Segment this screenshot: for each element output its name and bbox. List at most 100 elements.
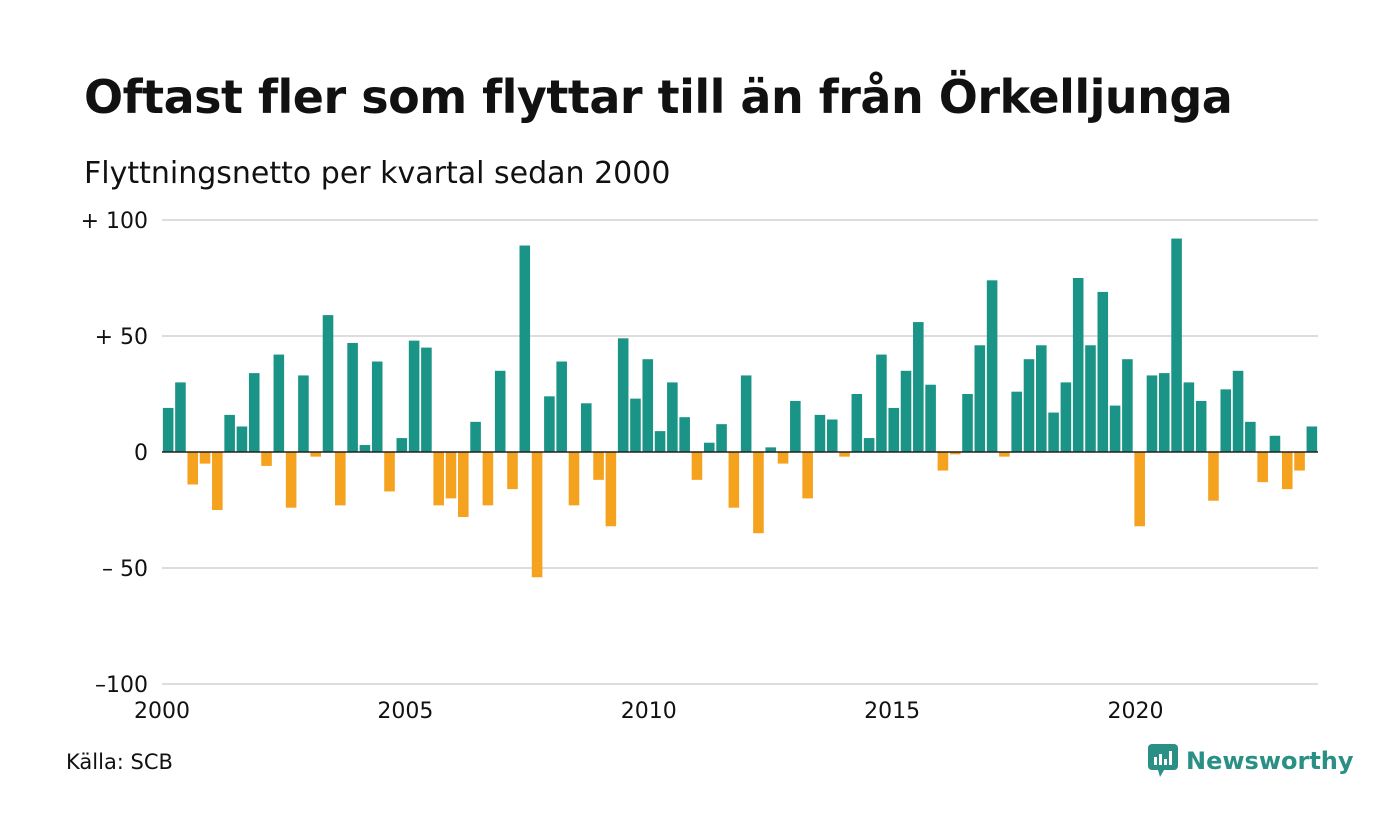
bar <box>826 419 838 452</box>
bar <box>1134 452 1145 527</box>
bar <box>851 394 863 452</box>
bar <box>937 452 949 471</box>
bar <box>986 280 998 452</box>
y-axis-labels: + 100 + 50 0 – 50 –100 <box>81 209 148 698</box>
bar <box>212 452 223 510</box>
bar <box>470 421 481 452</box>
chart-title: Oftast fler som flyttar till än från Örk… <box>84 70 1233 124</box>
source-label: Källa: SCB <box>66 750 173 774</box>
bar <box>814 414 826 452</box>
bar <box>1306 426 1318 452</box>
bar <box>974 345 986 452</box>
bar <box>162 407 174 452</box>
bar <box>1220 389 1232 452</box>
bar <box>654 431 666 452</box>
bar <box>1109 405 1121 452</box>
bars <box>162 238 1318 578</box>
bar <box>261 452 272 466</box>
bar <box>556 361 567 452</box>
bar <box>175 382 186 452</box>
bar <box>703 442 715 452</box>
bar <box>458 452 469 517</box>
bar <box>913 322 924 452</box>
bar <box>322 315 334 452</box>
brand-logo[interactable]: Newsworthy <box>1148 744 1354 778</box>
x-tick-label: 2005 <box>377 699 433 724</box>
bar <box>1146 375 1158 452</box>
bar <box>962 394 973 452</box>
x-tick-label: 2015 <box>864 699 920 724</box>
bar <box>359 445 371 452</box>
y-tick-label: 0 <box>134 441 148 466</box>
bar <box>716 424 727 452</box>
bar <box>863 438 875 452</box>
bar <box>568 452 580 506</box>
bar <box>408 340 420 452</box>
bar <box>740 375 752 452</box>
bar <box>630 398 641 452</box>
bar <box>1036 345 1047 452</box>
bar <box>642 359 654 452</box>
brand-name: Newsworthy <box>1186 747 1354 775</box>
bar <box>580 403 592 452</box>
grid-lines <box>162 219 1318 685</box>
bar <box>507 452 518 490</box>
bar <box>1085 345 1096 452</box>
bar <box>347 342 358 452</box>
bar <box>335 452 346 506</box>
bar <box>273 354 285 452</box>
bar <box>248 373 260 452</box>
bar <box>765 447 777 452</box>
bar <box>519 245 531 452</box>
x-tick-label: 2010 <box>621 699 677 724</box>
bar <box>310 452 322 457</box>
bar <box>1195 400 1207 452</box>
bar <box>753 452 764 534</box>
bar <box>777 452 789 464</box>
bar <box>999 452 1010 457</box>
bar <box>224 414 235 452</box>
y-tick-label: – 50 <box>102 557 148 582</box>
x-tick-label: 2000 <box>134 699 190 724</box>
bar <box>285 452 297 508</box>
bar <box>593 452 604 480</box>
bar <box>199 452 211 464</box>
bar <box>396 438 408 452</box>
chart-subtitle: Flyttningsnetto per kvartal sedan 2000 <box>84 156 671 191</box>
bar <box>371 361 383 452</box>
bar <box>617 338 629 452</box>
bar <box>494 370 506 452</box>
bar <box>925 384 936 452</box>
bar <box>421 347 432 452</box>
bar <box>605 452 617 527</box>
bar <box>544 396 555 452</box>
bar <box>679 417 690 452</box>
bar <box>691 452 703 480</box>
bar <box>1208 452 1219 501</box>
bar <box>667 382 678 452</box>
bar <box>1269 435 1281 452</box>
bar <box>1257 452 1268 483</box>
bar <box>1072 278 1084 452</box>
y-tick-label: + 50 <box>95 325 148 350</box>
bar <box>876 354 887 452</box>
x-tick-label: 2020 <box>1107 699 1163 724</box>
y-tick-label: + 100 <box>81 209 148 234</box>
bar <box>888 407 900 452</box>
bar <box>298 375 309 452</box>
bar <box>949 452 961 455</box>
bar <box>531 452 543 578</box>
bar <box>1122 359 1133 452</box>
bar <box>728 452 740 508</box>
bar <box>1183 382 1195 452</box>
bar <box>900 370 912 452</box>
bar <box>445 452 457 499</box>
bar <box>1097 291 1109 452</box>
bar <box>236 426 248 452</box>
bar <box>482 452 494 506</box>
bar <box>1281 452 1293 490</box>
bar <box>1232 370 1244 452</box>
bar <box>1294 452 1305 471</box>
x-axis-labels: 2000 2005 2010 2015 2020 <box>134 699 1163 724</box>
